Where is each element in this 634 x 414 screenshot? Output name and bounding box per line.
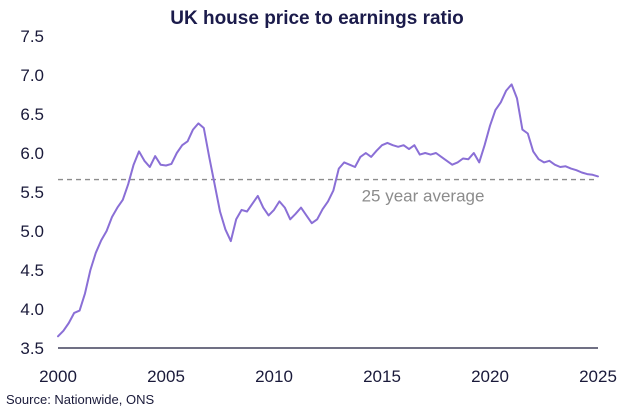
y-tick-label: 6.0 — [20, 144, 44, 163]
y-tick-label: 6.5 — [20, 105, 44, 124]
y-tick-label: 4.5 — [20, 261, 44, 280]
chart-title: UK house price to earnings ratio — [170, 8, 464, 29]
y-tick-label: 7.0 — [20, 66, 44, 85]
average-annotation: 25 year average — [362, 187, 485, 206]
y-tick-label: 3.5 — [20, 339, 44, 358]
x-tick-label: 2025 — [579, 367, 617, 386]
x-tick-label: 2015 — [363, 367, 401, 386]
y-tick-label: 7.5 — [20, 27, 44, 46]
x-tick-label: 2010 — [255, 367, 293, 386]
y-tick-label: 5.5 — [20, 183, 44, 202]
source-note: Source: Nationwide, ONS — [6, 392, 155, 407]
y-tick-label: 5.0 — [20, 222, 44, 241]
y-tick-label: 4.0 — [20, 300, 44, 319]
x-tick-label: 2000 — [39, 367, 77, 386]
x-tick-label: 2005 — [147, 367, 185, 386]
x-tick-label: 2020 — [471, 367, 509, 386]
series-line — [57, 83, 599, 338]
